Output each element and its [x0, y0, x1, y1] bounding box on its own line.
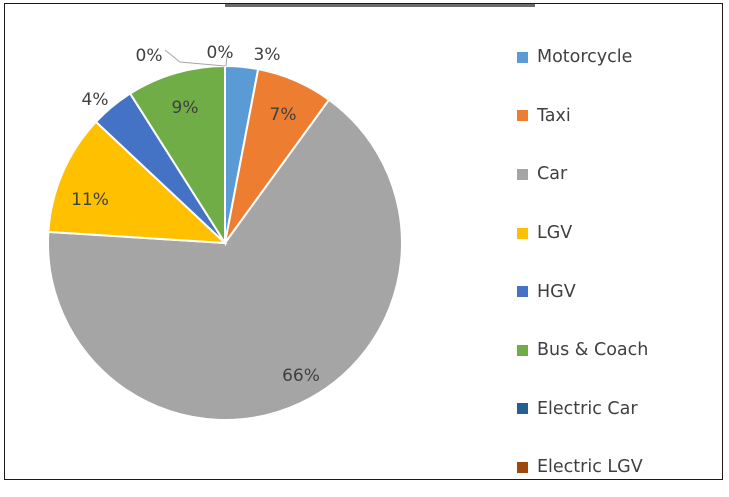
leader-line-electric-car — [164, 49, 226, 67]
data-label-lgv: 11% — [71, 190, 109, 210]
legend-item-motorcycle: Motorcycle — [517, 28, 722, 87]
legend-label: Taxi — [537, 105, 571, 126]
data-label-electric-lgv: 0% — [207, 43, 234, 63]
pie-slice-car — [47, 98, 403, 421]
cropped-title-strip — [225, 4, 535, 7]
legend-item-taxi: Taxi — [517, 87, 722, 146]
legend-swatch — [517, 286, 528, 298]
data-label-hgv: 4% — [82, 90, 109, 110]
chart-area: 3% 7% 66% 11% 4% 9% 0% 0% Motorcycle Taxi Car LGV H… — [4, 3, 723, 480]
data-label-bus-and-coach: 9% — [172, 98, 199, 118]
legend-item-car: Car — [517, 145, 722, 204]
legend-swatch — [517, 51, 528, 63]
data-labels: 3% 7% 66% 11% 4% 9% 0% 0% — [71, 43, 320, 386]
legend-swatch — [517, 168, 528, 180]
legend-label: Electric LGV — [537, 457, 643, 478]
pie-slice-lgv — [47, 120, 228, 245]
pie-chart: 3% 7% 66% 11% 4% 9% 0% 0% — [47, 43, 403, 421]
legend-swatch — [517, 227, 528, 239]
legend-item-electric-car: Electric Car — [517, 380, 722, 439]
legend-item-lgv: LGV — [517, 204, 722, 263]
legend-item-electric-lgv: Electric LGV — [517, 438, 722, 497]
legend-swatch — [517, 461, 528, 473]
pie-slices — [47, 64, 403, 421]
data-label-motorcycle: 3% — [254, 45, 281, 65]
data-label-car: 66% — [282, 366, 320, 386]
legend-label: Car — [537, 164, 568, 185]
data-label-electric-car: 0% — [136, 46, 163, 66]
legend-swatch — [517, 344, 528, 356]
legend-label: Electric Car — [537, 398, 638, 419]
leader-line-electric-lgv — [225, 55, 228, 67]
legend-label: HGV — [537, 281, 576, 302]
legend-swatch — [517, 110, 528, 122]
legend: Motorcycle Taxi Car LGV HGV Bus & Coach Electr… — [517, 28, 722, 497]
legend-item-bus-and-coach: Bus & Coach — [517, 321, 722, 380]
leader-lines — [164, 49, 228, 67]
legend-label: Bus & Coach — [537, 340, 649, 361]
legend-item-hgv: HGV — [517, 262, 722, 321]
legend-label: Motorcycle — [537, 47, 633, 68]
legend-swatch — [517, 403, 528, 415]
legend-label: LGV — [537, 223, 573, 244]
data-label-taxi: 7% — [270, 105, 297, 125]
